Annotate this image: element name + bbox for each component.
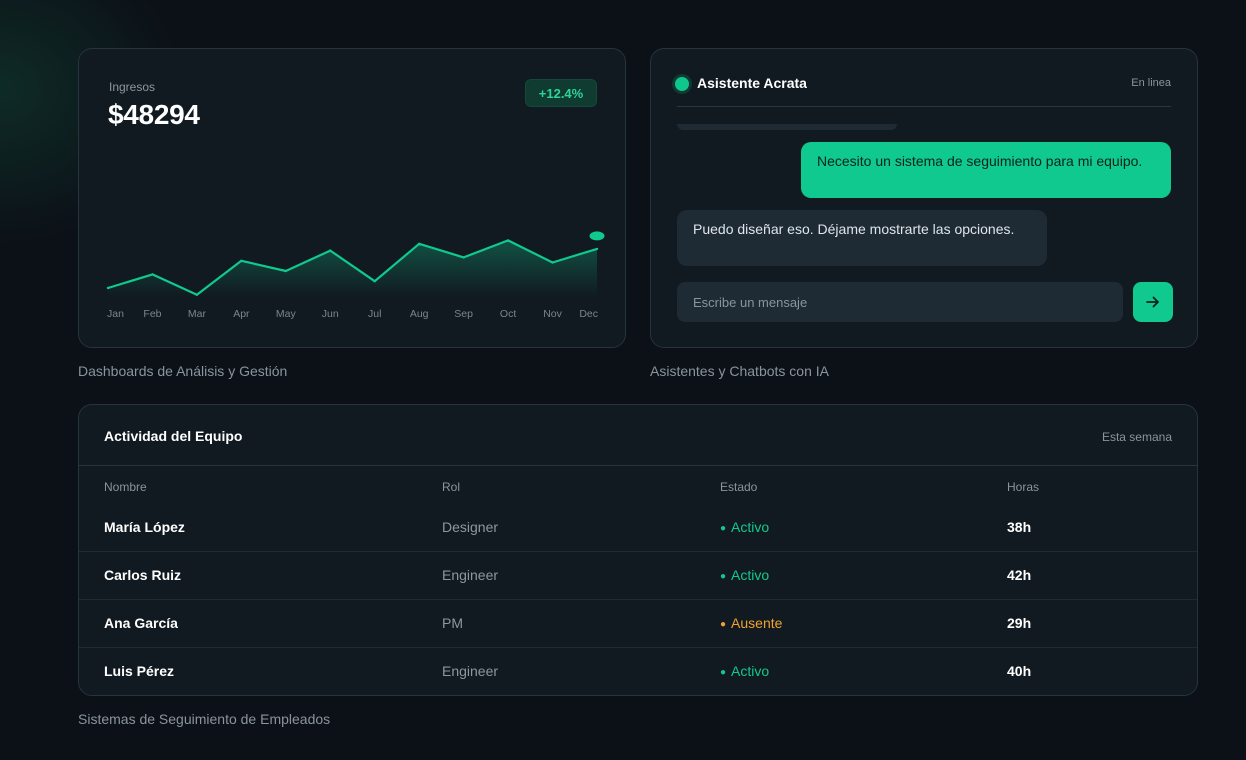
chart-latest-marker [589, 231, 605, 241]
column-header-name: Nombre [104, 480, 147, 494]
chart-x-tick-label: Mar [188, 308, 207, 320]
online-status-dot-icon [675, 77, 689, 91]
status-label: Activo [731, 663, 770, 679]
chart-area-fill [108, 240, 597, 297]
column-header-role: Rol [442, 480, 461, 494]
chart-x-tick-label: Feb [143, 308, 161, 320]
chat-divider [677, 106, 1171, 107]
row-divider [79, 647, 1197, 648]
table-row: María López Designer ● Activo 38h [79, 504, 1197, 552]
team-header-divider [79, 465, 1197, 466]
status-label: Ausente [731, 615, 783, 631]
chart-point [551, 261, 554, 264]
bot-message-bubble: Puedo diseñar eso. Déjame mostrarte las … [677, 210, 1047, 266]
chart-point [106, 286, 110, 290]
chat-card: Asistente Acrata En linea Necesito un si… [650, 48, 1198, 348]
chart-point [462, 256, 465, 259]
chart-x-tick-label: Oct [500, 308, 516, 320]
chart-point [195, 293, 199, 296]
table-row: Ana García PM ● Ausente 29h [79, 600, 1197, 648]
chart-point [151, 273, 154, 276]
employee-status: ● Activo [720, 519, 769, 535]
employee-status: ● Ausente [720, 615, 782, 631]
status-dot-icon: ● [720, 667, 727, 678]
employee-role: Engineer [442, 567, 499, 583]
send-button[interactable] [1133, 282, 1173, 322]
chart-x-tick-label: Sep [454, 308, 473, 320]
chat-title: Asistente Acrata [697, 75, 807, 91]
previous-message-bubble [677, 124, 897, 130]
revenue-card: Ingresos $48294 +12.4% Jan Feb Mar Apr May Ju… [78, 48, 626, 348]
chart-x-tick-label: Jul [368, 308, 381, 320]
status-dot-icon: ● [720, 571, 727, 582]
status-label: Activo [731, 567, 770, 583]
employee-hours: 29h [1007, 615, 1032, 631]
employee-name: Carlos Ruiz [104, 567, 182, 583]
caption-chatbots: Asistentes y Chatbots con IA [650, 363, 829, 379]
team-range: Esta semana [1101, 430, 1172, 444]
chart-point [329, 249, 332, 252]
column-header-status: Estado [720, 480, 758, 494]
caption-tracking: Sistemas de Seguimiento de Empleados [78, 711, 331, 727]
chart-x-tick-label: Nov [543, 308, 562, 320]
chart-point [417, 242, 421, 245]
employee-status: ● Activo [720, 663, 769, 679]
message-input[interactable] [677, 282, 1123, 322]
row-divider [79, 599, 1197, 600]
chart-point [284, 269, 288, 273]
chart-x-tick-label: Jun [322, 308, 339, 320]
arrow-right-icon [1146, 296, 1159, 308]
employee-hours: 38h [1007, 519, 1032, 535]
user-message-bubble: Necesito un sistema de seguimiento para … [801, 142, 1171, 198]
employee-name: Luis Pérez [104, 663, 175, 679]
revenue-change-badge: +12.4% [525, 79, 597, 107]
revenue-label: Ingresos [109, 80, 156, 94]
chart-point [240, 259, 243, 262]
column-header-hours: Horas [1007, 480, 1040, 494]
revenue-chart: Jan Feb Mar Apr May Jun Jul Aug Sep Oct Nov Dec [106, 231, 605, 320]
employee-name: María López [104, 519, 185, 535]
caption-dashboards: Dashboards de Análisis y Gestión [78, 363, 288, 379]
chart-series-line [107, 239, 598, 296]
employee-name: Ana García [104, 615, 178, 631]
employee-role: Engineer [442, 663, 499, 679]
revenue-value: $48294 [108, 99, 200, 130]
chart-point [373, 280, 376, 283]
team-title: Actividad del Equipo [104, 428, 243, 444]
employee-status: ● Activo [720, 567, 769, 583]
employee-hours: 40h [1007, 663, 1032, 679]
chart-x-tick-label: Jan [107, 308, 124, 320]
chart-x-tick-label: Dec [579, 308, 598, 320]
chart-point [595, 247, 599, 251]
chart-x-tick-label: Apr [233, 308, 250, 320]
status-dot-icon: ● [720, 523, 727, 534]
status-dot-icon: ● [720, 619, 727, 630]
employee-role: Designer [442, 519, 499, 535]
chart-point [506, 239, 510, 242]
chart-x-tick-label: Aug [410, 308, 429, 320]
chart-x-tick-label: May [276, 308, 297, 320]
table-row: Carlos Ruiz Engineer ● Activo 42h [79, 552, 1197, 600]
table-row: Luis Pérez Engineer ● Activo 40h [79, 648, 1197, 695]
team-activity-card: Actividad del Equipo Esta semana Nombre … [78, 404, 1198, 696]
employee-hours: 42h [1007, 567, 1032, 583]
employee-role: PM [442, 615, 463, 631]
chat-status: En linea [1131, 77, 1171, 89]
row-divider [79, 551, 1197, 552]
status-label: Activo [731, 519, 770, 535]
